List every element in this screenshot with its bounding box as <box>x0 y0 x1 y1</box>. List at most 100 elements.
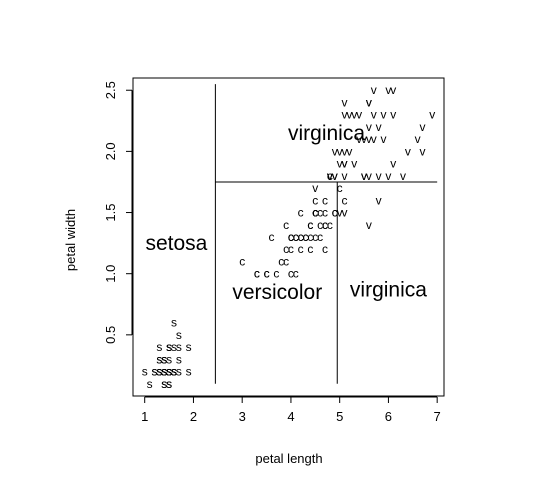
split-lines <box>214 84 438 384</box>
data-point-c-14: c <box>268 230 274 244</box>
region-label-0: setosa <box>145 232 207 255</box>
data-point-s-11: s <box>171 365 177 379</box>
data-point-s-40: s <box>156 352 162 366</box>
data-point-v-43: v <box>381 108 387 122</box>
data-point-s-49: s <box>161 365 167 379</box>
data-point-s-38: s <box>156 365 162 379</box>
data-point-s-28: s <box>161 365 167 379</box>
y-tick-label-4: 2.5 <box>103 81 118 99</box>
data-point-s-31: s <box>166 340 172 354</box>
data-point-v-35: v <box>390 108 396 122</box>
y-axis-label: petal width <box>63 209 78 271</box>
data-point-s-13: s <box>147 377 153 391</box>
x-axis-label: petal length <box>255 451 322 466</box>
data-point-v-10: v <box>342 144 348 158</box>
data-point-c-4: c <box>317 206 323 220</box>
data-point-c-31: c <box>273 267 279 281</box>
data-point-c-44: c <box>298 230 304 244</box>
data-point-s-44: s <box>186 340 192 354</box>
data-point-c-0: c <box>322 218 328 232</box>
data-point-c-26: c <box>327 218 333 232</box>
data-point-s-19: s <box>166 352 172 366</box>
data-point-c-46: c <box>298 230 304 244</box>
data-point-c-24: c <box>303 230 309 244</box>
x-tick-label-2: 3 <box>239 409 246 424</box>
data-point-v-36: v <box>366 95 372 109</box>
data-point-s-2: s <box>156 365 162 379</box>
data-point-s-20: s <box>176 365 182 379</box>
x-tick-label-0: 1 <box>141 409 148 424</box>
data-point-v-34: v <box>366 218 372 232</box>
data-point-v-21: v <box>332 144 338 158</box>
data-point-v-13: v <box>337 144 343 158</box>
data-point-v-27: v <box>332 169 338 183</box>
y-axis: 0.5 1.0 1.5 2.0 2.5 <box>103 81 133 344</box>
data-point-c-30: c <box>278 254 284 268</box>
data-point-c-45: c <box>298 242 304 256</box>
x-tick-label-6: 7 <box>434 409 441 424</box>
data-point-s-14: s <box>151 365 157 379</box>
x-tick-label-1: 2 <box>190 409 197 424</box>
data-point-s-27: s <box>166 365 172 379</box>
data-point-s-10: s <box>166 365 172 379</box>
data-point-s-22: s <box>142 365 148 379</box>
x-tick-label-4: 5 <box>336 409 343 424</box>
data-point-s-21: s <box>166 340 172 354</box>
data-point-c-22: c <box>332 206 338 220</box>
data-point-v-24: v <box>371 132 377 146</box>
data-point-c-13: c <box>322 218 328 232</box>
data-point-c-6: c <box>322 193 328 207</box>
data-point-v-30: v <box>390 157 396 171</box>
data-point-s-15: s <box>166 340 172 354</box>
data-point-v-19: v <box>337 206 343 220</box>
data-point-c-27: c <box>337 181 343 195</box>
y-tick-label-2: 1.5 <box>103 203 118 221</box>
data-point-s-33: s <box>161 365 167 379</box>
data-point-c-40: c <box>307 242 313 256</box>
data-point-c-2: c <box>332 206 338 220</box>
data-point-c-49: c <box>293 230 299 244</box>
region-labels: setosa versicolor virginica virginica <box>145 122 427 304</box>
data-point-v-14: v <box>342 95 348 109</box>
data-point-s-37: s <box>161 377 167 391</box>
data-point-v-6: v <box>312 181 318 195</box>
data-point-v-7: v <box>400 169 406 183</box>
data-point-c-29: c <box>264 267 270 281</box>
plot-frame <box>132 77 445 397</box>
data-point-c-37: c <box>307 230 313 244</box>
data-point-s-29: s <box>171 365 177 379</box>
data-point-v-23: v <box>332 169 338 183</box>
data-point-v-1: v <box>342 157 348 171</box>
data-point-s-8: s <box>161 365 167 379</box>
data-point-c-38: c <box>293 230 299 244</box>
data-point-c-1: c <box>312 206 318 220</box>
data-point-v-45: v <box>346 108 352 122</box>
data-point-v-2: v <box>381 132 387 146</box>
data-point-s-26: s <box>171 340 177 354</box>
data-point-c-12: c <box>288 267 294 281</box>
data-point-c-33: c <box>342 193 348 207</box>
data-point-s-9: s <box>166 377 172 391</box>
data-point-c-43: c <box>254 267 260 281</box>
data-point-c-20: c <box>327 169 333 183</box>
data-point-s-6: s <box>161 352 167 366</box>
y-tick-label-0: 0.5 <box>103 326 118 344</box>
data-point-c-48: c <box>239 254 245 268</box>
data-point-v-26: v <box>327 169 333 183</box>
data-point-s-23: s <box>176 328 182 342</box>
data-point-c-16: c <box>312 206 318 220</box>
data-point-c-17: c <box>293 267 299 281</box>
data-point-v-47: v <box>346 144 352 158</box>
data-point-c-7: c <box>254 267 260 281</box>
data-point-v-22: v <box>420 144 426 158</box>
data-point-v-17: v <box>420 120 426 134</box>
data-point-c-19: c <box>283 254 289 268</box>
data-point-s-32: s <box>166 377 172 391</box>
data-point-c-15: c <box>307 218 313 232</box>
data-point-c-21: c <box>288 230 294 244</box>
data-point-s-39: s <box>166 365 172 379</box>
data-point-c-42: c <box>288 242 294 256</box>
data-point-v-49: v <box>342 169 348 183</box>
data-point-c-5: c <box>312 230 318 244</box>
